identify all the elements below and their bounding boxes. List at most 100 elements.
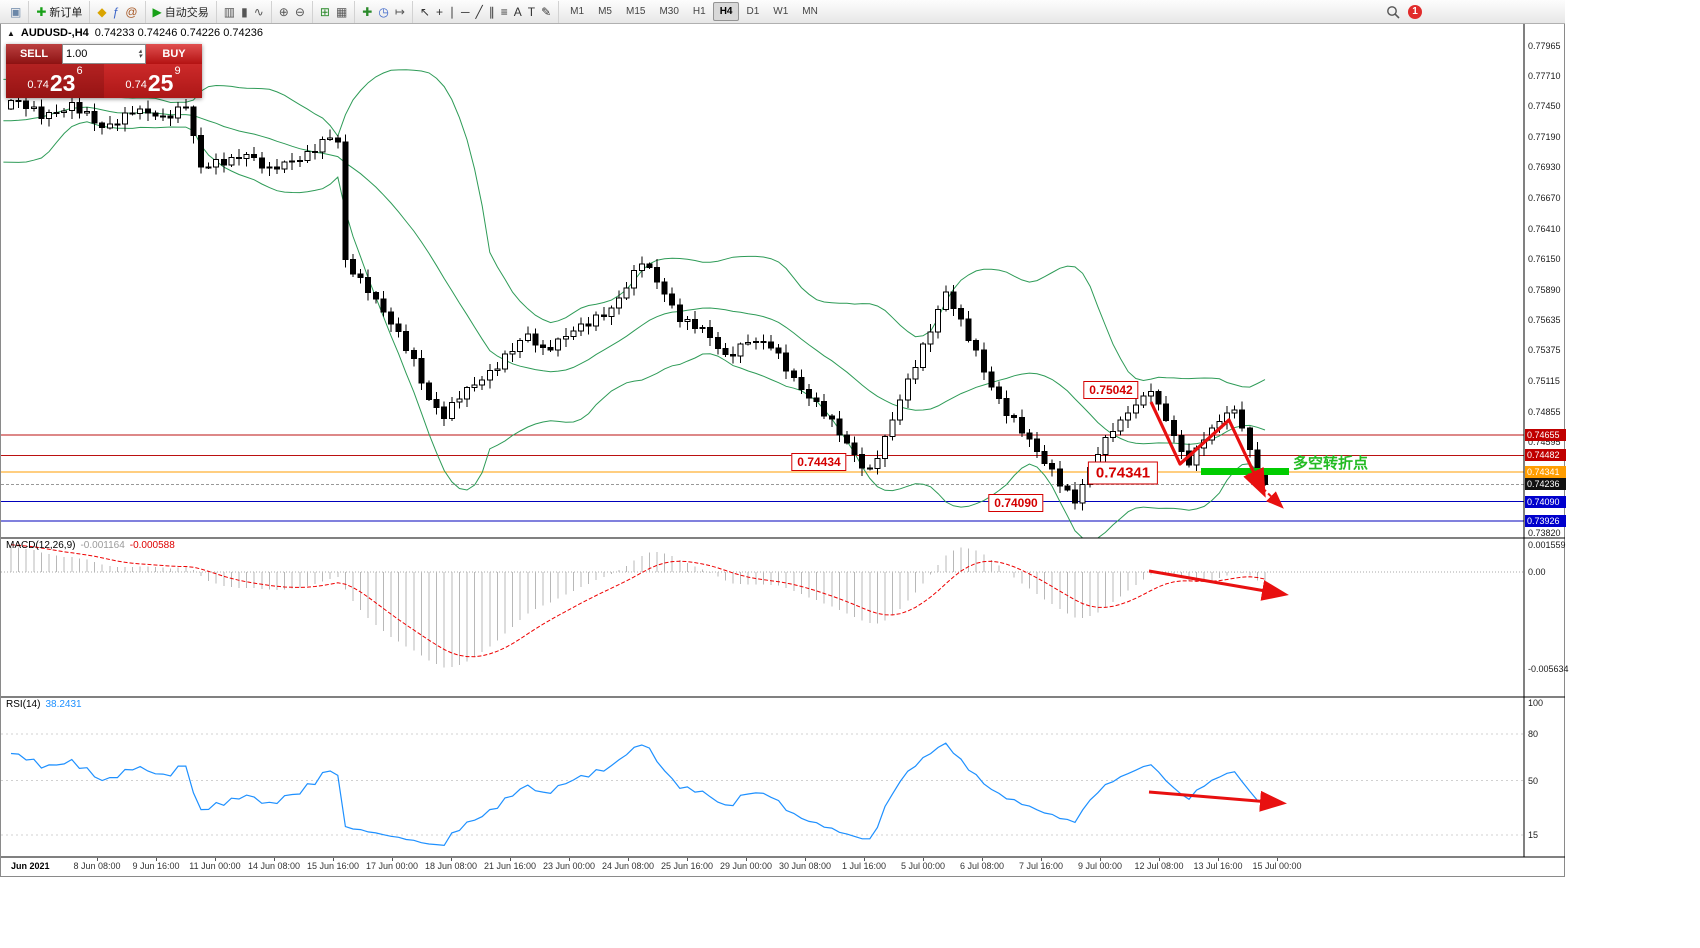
- toolbar-right: 1: [1386, 4, 1562, 19]
- line-chart-type-icon[interactable]: ∿: [253, 4, 264, 19]
- timeframe-d1[interactable]: D1: [746, 6, 760, 17]
- time-axis-tick: [923, 858, 924, 861]
- buy-button[interactable]: BUY: [146, 44, 202, 64]
- timeframe-h1[interactable]: H1: [692, 6, 706, 17]
- history-center-icon[interactable]: ◆: [97, 4, 107, 19]
- trend-arrows[interactable]: [1148, 401, 1289, 812]
- time-axis-tick: [392, 858, 393, 861]
- timeframe-m1[interactable]: M1: [570, 6, 585, 17]
- new-chart-icon[interactable]: ✚: [362, 4, 373, 19]
- dotted-projection-arrow: [1247, 473, 1284, 509]
- collapse-panel-icon[interactable]: ▲: [7, 28, 15, 38]
- time-axis-tick: [1159, 858, 1160, 861]
- volume-down-icon[interactable]: ▾: [138, 53, 142, 60]
- rsi-axis-label: 50: [1528, 775, 1539, 786]
- timeframe-w1[interactable]: W1: [773, 6, 789, 17]
- notification-badge[interactable]: 1: [1408, 4, 1422, 19]
- rsi-indicator-label: RSI(14) 38.2431: [6, 699, 82, 710]
- bar-chart-type-icon[interactable]: ▥: [223, 4, 236, 19]
- time-axis-tick: [333, 858, 334, 861]
- price-zigzag-arrow: [1149, 401, 1266, 498]
- time-axis-label: 1 Jul 16:00: [841, 861, 887, 871]
- toolbar: ▣ ✚ 新订单 ◆ ƒ @ ▶ 自动交易 ▥ ▮ ∿ ⊕ ⊖ ⊞ ▦ ✚ ◷ ↦ ↖ + ∣ ─ ╱ ∥ ≡ A T ✎ M1 M5 M1…: [0, 0, 1565, 24]
- timeframe-m5[interactable]: M5: [598, 6, 612, 17]
- fibonacci-icon[interactable]: ≡: [500, 4, 508, 19]
- timeframe-m15[interactable]: M15: [625, 6, 646, 17]
- timeframe-h4[interactable]: H4: [712, 2, 740, 21]
- bollinger-bands: [3, 69, 1266, 539]
- arrange-windows-icon[interactable]: ▦: [335, 4, 348, 19]
- time-axis-label: 6 Jul 08:00: [959, 861, 1005, 871]
- price-tag: 0.74341: [1525, 466, 1566, 478]
- candlestick-chart-type-icon[interactable]: ▮: [241, 4, 248, 19]
- buy-price-display[interactable]: 0.74 25 9: [104, 64, 202, 98]
- time-axis-label: 9 Jul 00:00: [1077, 861, 1123, 871]
- time-axis-tick: [1100, 858, 1101, 861]
- toolbar-groups: ▣ ✚ 新订单 ◆ ƒ @ ▶ 自动交易 ▥ ▮ ∿ ⊕ ⊖ ⊞ ▦ ✚ ◷ ↦ ↖ + ∣ ─ ╱ ∥ ≡ A T ✎: [3, 0, 560, 23]
- time-axis-tick: [510, 858, 511, 861]
- time-axis-label: 29 Jun 00:00: [719, 861, 773, 871]
- time-axis-tick: [1218, 858, 1219, 861]
- zoom-in-icon[interactable]: ⊕: [278, 4, 289, 19]
- time-axis-label: 15 Jul 00:00: [1252, 861, 1302, 871]
- price-axis-label: 0.75890: [1528, 284, 1561, 295]
- rsi-axis-label: 100: [1528, 698, 1544, 708]
- autotrading-button[interactable]: ▶ 自动交易: [152, 4, 209, 19]
- macd-trend-arrow: [1148, 569, 1289, 601]
- time-axis-tick: [215, 858, 216, 861]
- chart-canvas[interactable]: [1, 24, 1566, 877]
- cursor-icon[interactable]: ↖: [419, 4, 430, 19]
- global-variables-icon[interactable]: ƒ: [112, 4, 120, 19]
- price-axis-label: 0.77710: [1528, 70, 1561, 81]
- search-icon[interactable]: [1386, 5, 1400, 19]
- time-axis-label: 30 Jun 08:00: [778, 861, 832, 871]
- one-click-trading-panel: SELL 1.00 ▴ ▾ BUY 0.74 23 6 0.74 25 9: [6, 44, 202, 98]
- time-axis-tick: [687, 858, 688, 861]
- tile-windows-icon[interactable]: ⊞: [319, 4, 330, 19]
- text-label-icon[interactable]: T: [527, 4, 536, 19]
- time-axis-tick: [1277, 858, 1278, 861]
- price-callout-label: 0.74341: [1087, 461, 1159, 485]
- new-order-button[interactable]: ✚ 新订单: [36, 4, 83, 19]
- rsi-panel: [1, 733, 1524, 847]
- sell-price-display[interactable]: 0.74 23 6: [6, 64, 104, 98]
- chart-window[interactable]: ▲ AUDUSD-,H4 0.74233 0.74246 0.74226 0.7…: [0, 24, 1569, 877]
- text-icon[interactable]: A: [513, 4, 522, 19]
- time-axis-tick: [805, 858, 806, 861]
- price-axis-label: 0.77190: [1528, 131, 1561, 142]
- chart-symbol-header: ▲ AUDUSD-,H4 0.74233 0.74246 0.74226 0.7…: [7, 27, 263, 39]
- time-axis-label: 14 Jun 08:00: [247, 861, 301, 871]
- time-axis-tick: [628, 858, 629, 861]
- volume-up-icon[interactable]: ▴: [138, 48, 142, 55]
- time-axis-label: 23 Jun 00:00: [542, 861, 596, 871]
- chart-shift-icon[interactable]: ↦: [394, 4, 405, 19]
- volume-value[interactable]: 1.00: [66, 48, 88, 60]
- time-axis-label: Jun 2021: [11, 861, 50, 871]
- price-axis-label: 0.76670: [1528, 193, 1561, 203]
- volume-field[interactable]: 1.00 ▴ ▾: [62, 44, 146, 64]
- price-callout-label: 0.75042: [1083, 381, 1139, 399]
- price-axis-label: 0.76150: [1528, 254, 1561, 265]
- period-icon[interactable]: ◷: [378, 4, 389, 19]
- arrows-tool-icon[interactable]: ✎: [541, 4, 552, 19]
- price-tag: 0.74090: [1525, 495, 1566, 508]
- time-axis-tick: [274, 858, 275, 861]
- price-axis-label: 0.74855: [1528, 406, 1561, 417]
- zoom-out-icon[interactable]: ⊖: [294, 4, 305, 19]
- horizontal-lines[interactable]: [1, 434, 1524, 522]
- horizontal-line-icon[interactable]: ─: [460, 4, 470, 19]
- price-tag: 0.74236: [1525, 478, 1566, 491]
- crosshair-icon[interactable]: +: [435, 4, 443, 19]
- support-zone-highlight[interactable]: [1201, 468, 1289, 475]
- time-axis-label: 24 Jun 08:00: [601, 861, 655, 871]
- metaeditor-icon[interactable]: @: [125, 4, 138, 19]
- sell-button[interactable]: SELL: [6, 44, 62, 64]
- volume-spinner[interactable]: ▴ ▾: [138, 48, 142, 60]
- rsi-axis-label: 15: [1528, 829, 1539, 840]
- chart-window-icon[interactable]: ▣: [10, 4, 22, 19]
- trendline-icon[interactable]: ╱: [475, 4, 483, 19]
- channel-icon[interactable]: ∥: [488, 4, 495, 19]
- vertical-line-icon[interactable]: ∣: [448, 4, 455, 19]
- timeframe-mn[interactable]: MN: [802, 6, 818, 17]
- timeframe-m30[interactable]: M30: [659, 6, 679, 17]
